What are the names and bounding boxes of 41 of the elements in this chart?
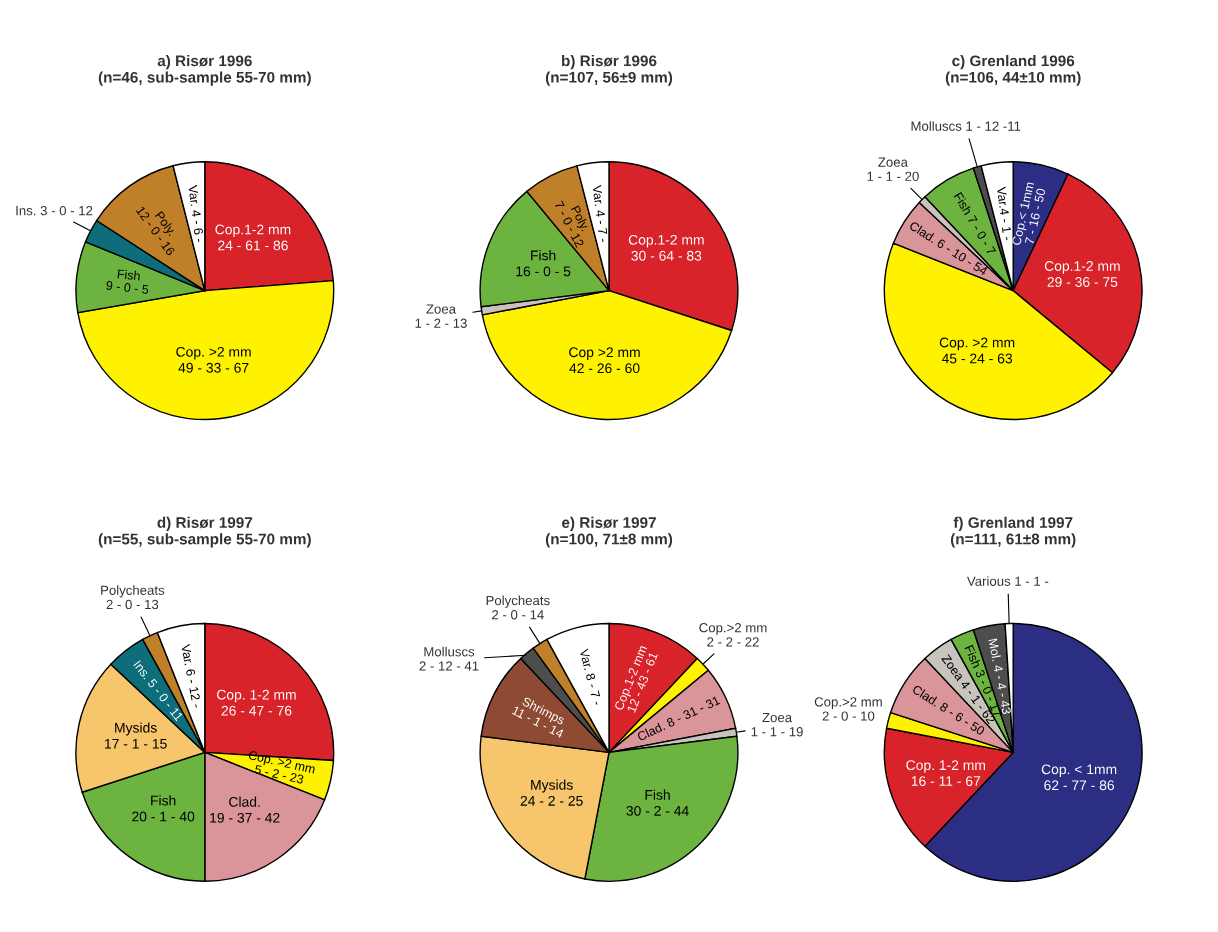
slice-label: Cop. >2 mm 49 - 33 - 67 xyxy=(176,346,251,373)
slice-label: Various 1 - 1 - xyxy=(966,576,1049,586)
chart-title: a) Risør 1996 (n=46, sub-sample 55-70 mm) xyxy=(98,55,311,86)
slice-label: Mysids 17 - 1 - 15 xyxy=(105,722,167,749)
slice-label: Cop. >2 mm 45 - 24 - 63 xyxy=(939,337,1015,364)
chart-title: b) Risør 1996 (n=107, 56±9 mm) xyxy=(545,55,673,86)
slice-label: Cop. 1-2 mm 26 - 47 - 76 xyxy=(217,689,296,716)
chart-title: f) Grenland 1997 (n=111, 61±8 mm) xyxy=(950,516,1076,548)
slice-label: Zoea 1 - 1 - 19 xyxy=(751,713,803,737)
chart-title: d) Risør 1997 (n=55, sub-sample 55-70 mm) xyxy=(98,516,311,548)
slice-label: Cop.1-2 mm 30 - 64 - 83 xyxy=(628,234,704,261)
slice-label: Polycheats 2 - 0 - 13 xyxy=(101,585,165,610)
slice-label: Var. 6 - 12 - xyxy=(181,643,202,709)
chart-title: e) Risør 1997 (n=100, 71±8 mm) xyxy=(545,516,673,548)
slice-label: Cop. 1-2 mm 16 - 11 - 67 xyxy=(906,760,985,787)
slice-label: Molluscs 2 - 12 - 41 xyxy=(419,646,479,671)
slice-label: Mysids 24 - 2 - 25 xyxy=(520,779,583,806)
slice-label: Cop.>2 mm 2 - 2 - 22 xyxy=(699,623,767,647)
slice-label: Ins. 3 - 0 - 12 xyxy=(16,205,93,216)
slice-label: Poly. 7 - 0 - 12 xyxy=(554,200,591,248)
slice-label: Var. 4 - 6 - xyxy=(188,184,205,243)
slice-label: Cop.1-2 mm 24 - 61 - 86 xyxy=(215,224,291,251)
chart-title: c) Grenland 1996 (n=106, 44±10 mm) xyxy=(945,55,1081,86)
slice-label: Cop.1-2 mm 29 - 36 - 75 xyxy=(1044,261,1120,287)
slice-label: Polycheats 2 - 0 - 14 xyxy=(486,595,550,620)
slice-label: Cop. < 1mm 62 - 77 - 86 xyxy=(1041,764,1117,791)
slice-label: Cop >2 mm 42 - 26 - 60 xyxy=(569,347,640,374)
slice-label: Fish 9 - 0 - 5 xyxy=(106,269,149,295)
slice-label: Zoea 1 - 2 - 13 xyxy=(415,304,467,328)
slice-label: Var. 8 - 7 - xyxy=(579,648,603,706)
slice-label: Clad. 19 - 37 - 42 xyxy=(210,796,280,823)
slice-label: Cop.< 1mm 7 - 16 - 50 xyxy=(1011,181,1046,247)
slice-label: Var. 4 - 7 - xyxy=(592,184,609,243)
slice-label: Fish 16 - 0 - 5 xyxy=(516,250,571,277)
slice-label: Var.4 - 1 - xyxy=(996,186,1013,241)
slice-label: Ins. 5 - 0 - 11 xyxy=(133,660,184,722)
slice-label: Molluscs 1 - 12 -11 xyxy=(911,121,1021,131)
slice-label: Zoea 1 - 1 - 20 xyxy=(867,157,919,181)
slice-label: Fish 20 - 1 - 40 xyxy=(132,795,195,822)
slice-label: Cop.>2 mm 2 - 0 - 10 xyxy=(814,697,882,721)
slice-label: Fish 30 - 2 - 44 xyxy=(626,789,689,816)
